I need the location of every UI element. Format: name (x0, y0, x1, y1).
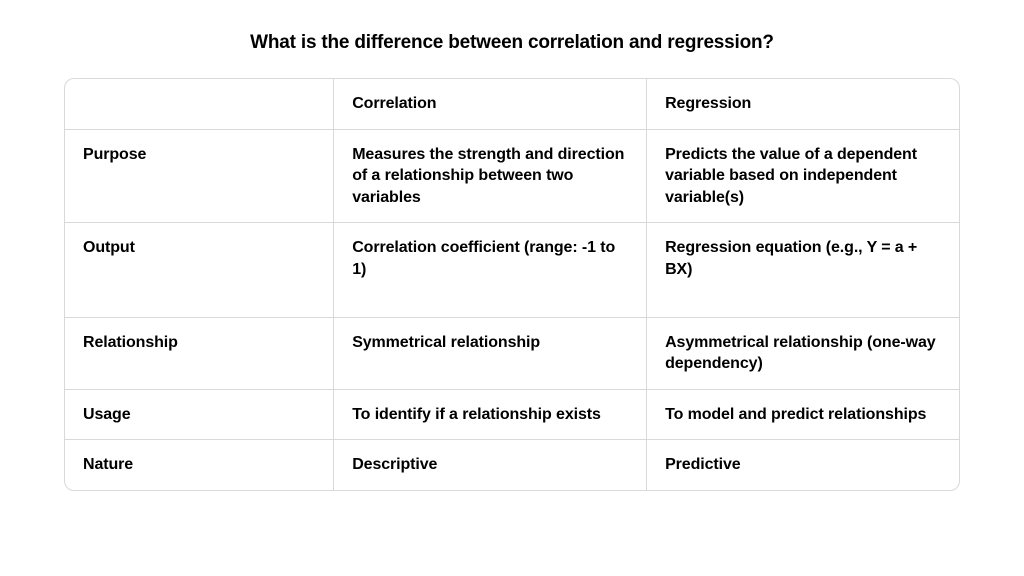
row-regression: Regression equation (e.g., Y = a + BX) (646, 223, 959, 316)
row-regression: Predictive (646, 440, 959, 490)
table-row: Relationship Symmetrical relationship As… (65, 317, 959, 389)
table-row: Usage To identify if a relationship exis… (65, 389, 959, 440)
row-aspect: Purpose (65, 130, 333, 223)
table-row: Nature Descriptive Predictive (65, 439, 959, 490)
table-header-empty (65, 79, 333, 129)
row-correlation: Correlation coefficient (range: -1 to 1) (333, 223, 646, 316)
row-aspect: Nature (65, 440, 333, 490)
comparison-table: Correlation Regression Purpose Measures … (64, 78, 960, 491)
row-aspect: Output (65, 223, 333, 316)
row-correlation: Descriptive (333, 440, 646, 490)
table-header-row: Correlation Regression (65, 79, 959, 129)
page-title: What is the difference between correlati… (64, 32, 960, 54)
row-aspect: Usage (65, 390, 333, 440)
row-regression: Asymmetrical relationship (one-way depen… (646, 318, 959, 389)
row-regression: Predicts the value of a dependent variab… (646, 130, 959, 223)
row-correlation: Measures the strength and direction of a… (333, 130, 646, 223)
table-row: Purpose Measures the strength and direct… (65, 129, 959, 223)
table-header-regression: Regression (646, 79, 959, 129)
row-correlation: Symmetrical relationship (333, 318, 646, 389)
row-aspect: Relationship (65, 318, 333, 389)
row-correlation: To identify if a relationship exists (333, 390, 646, 440)
table-row: Output Correlation coefficient (range: -… (65, 222, 959, 316)
table-header-correlation: Correlation (333, 79, 646, 129)
row-regression: To model and predict relationships (646, 390, 959, 440)
